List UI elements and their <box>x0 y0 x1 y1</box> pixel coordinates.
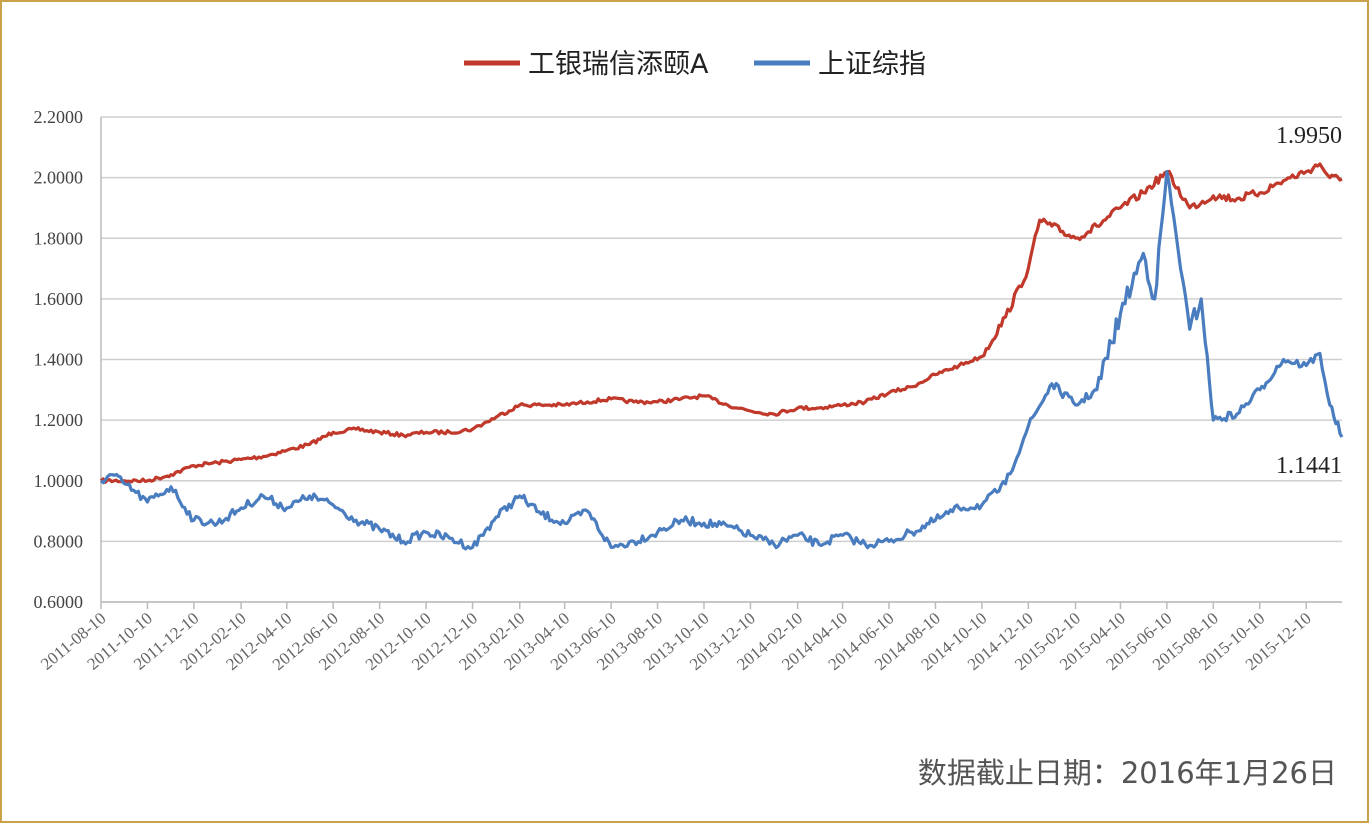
y-tick-label: 1.0000 <box>34 471 84 491</box>
y-tick-label: 1.2000 <box>34 410 84 430</box>
y-axis: 2.2000 2.0000 1.8000 1.6000 1.4000 1.2000 1.00… <box>34 107 102 612</box>
gridlines <box>101 116 1342 603</box>
y-tick-label: 2.2000 <box>34 107 84 127</box>
y-tick-label: 2.0000 <box>34 168 84 188</box>
end-value-annotation: 1.1441 <box>1276 453 1342 479</box>
legend-label-1: 上证综指 <box>818 49 926 80</box>
y-tick-label: 1.4000 <box>34 350 84 370</box>
series-lines <box>99 162 1344 551</box>
y-tick-label: 0.6000 <box>34 592 84 612</box>
x-axis: 2011-08-102011-10-102011-12-102012-02-10… <box>37 601 1342 674</box>
series-line-1 <box>99 170 1344 551</box>
y-tick-label: 1.8000 <box>34 228 84 248</box>
end-value-annotation: 1.9950 <box>1276 123 1342 149</box>
chart-legend: 工银瑞信添颐A 上证综指 <box>464 49 926 80</box>
y-tick-label: 1.6000 <box>34 289 84 309</box>
series-line-0 <box>99 162 1343 484</box>
y-tick-label: 0.8000 <box>34 531 84 551</box>
legend-label-0: 工银瑞信添颐A <box>528 49 709 80</box>
data-cutoff-footnote: 数据截止日期：2016年1月26日 <box>918 756 1337 790</box>
data-annotations: 1.9950 1.1441 <box>1276 123 1342 479</box>
